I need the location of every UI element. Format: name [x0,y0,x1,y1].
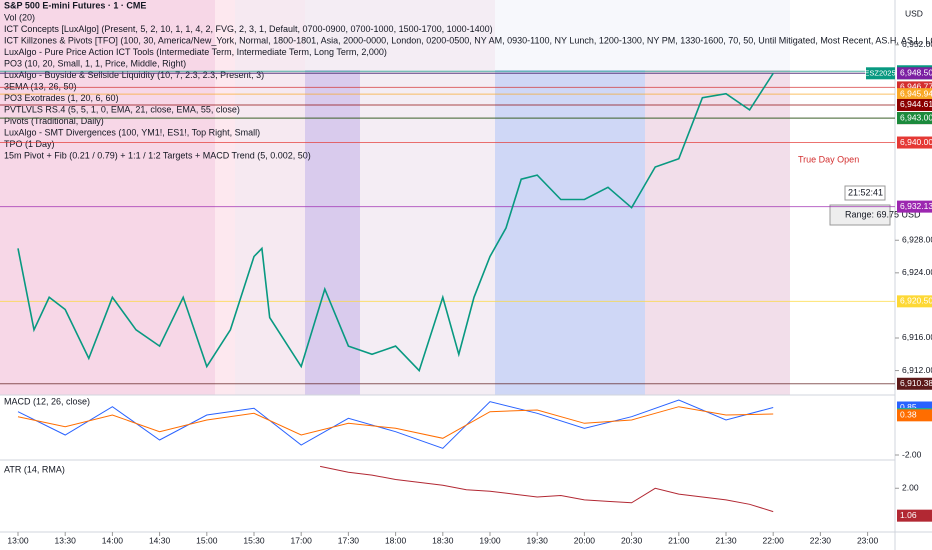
indicator-label: TPO (1 Day) [4,139,55,149]
x-tick-label: 18:00 [385,535,407,545]
y-tick-label: 6,928.00 [902,235,932,245]
indicator-label: Vol (20) [4,12,35,22]
price-tag-label: 1.06 [900,510,917,520]
note: 21:52:41 [848,187,883,197]
y-tick-label: 6,924.00 [902,267,932,277]
indicator-label: Pivots (Traditional, Daily) [4,116,104,126]
x-tick-label: 23:00 [857,535,879,545]
note: Range: 69.75 USD [845,209,921,219]
y-tick-label: -2.00 [902,449,922,459]
indicator-label: 3EMA (13, 26, 50) [4,81,77,91]
price-line [17,399,774,449]
price-tag-label: 6,932.13 [900,201,932,211]
price-tag [897,112,932,125]
y-tick-label: 6,916.00 [902,332,932,342]
x-tick-label: 18:30 [432,535,454,545]
x-tick-label: 13:00 [7,535,29,545]
price-tag-label: 6,940.00 [900,137,932,147]
y-tick-label: 2.00 [902,483,919,493]
series-name: ESZ2025 [864,68,895,77]
x-tick-label: 22:00 [763,535,785,545]
chart-title: S&P 500 E-mini Futures · 1 · CME [4,0,146,10]
price-tag [897,409,932,422]
x-tick-label: 22:30 [810,535,832,545]
price-tag-label: 6,910.38 [900,378,932,388]
price-tag [897,295,932,308]
price-tag-label: 6,943.00 [900,112,932,122]
indicator-label: PO3 Exotrades (1, 20, 6, 60) [4,93,119,103]
indicator-label: LuxAlgo - Buyside & Sellside Liquidity (… [4,70,264,80]
x-tick-label: 17:00 [291,535,313,545]
indicator-label: LuxAlgo - Pure Price Action ICT Tools (I… [4,47,387,57]
x-tick-label: 19:30 [527,535,549,545]
indicator-label: 15m Pivot + Fib (0.21 / 0.79) + 1:1 / 1:… [4,150,311,160]
symbol-badge [866,67,895,80]
price-tag-label: 6,948.50 [900,68,932,78]
x-tick-label: 14:00 [102,535,124,545]
x-tick-label: 17:30 [338,535,360,545]
currency: USD [905,8,923,18]
note: True Day Open [798,154,859,164]
price-tag [897,67,932,80]
price-tag [897,88,932,101]
price-tag-label: 6,920.50 [900,296,932,306]
panel-title: ATR (14, RMA) [4,464,65,474]
price-line [17,406,774,439]
x-tick-label: 19:00 [479,535,501,545]
y-tick-label: 6,912.00 [902,365,932,375]
price-tag-label: 6,944.61 [900,99,932,109]
x-tick-label: 15:00 [196,535,218,545]
x-tick-label: 20:30 [621,535,643,545]
price-tag [897,200,932,213]
panel-title: MACD (12, 26, close) [4,396,90,406]
price-tag-label: 6,945.94 [900,88,932,98]
x-tick-label: 15:30 [243,535,265,545]
indicator-label: LuxAlgo - SMT Divergences (100, YM1!, ES… [4,127,260,137]
y-tick-label: 6,952.00 [902,39,932,49]
price-line [319,465,774,513]
price-tag [897,98,932,111]
x-tick-label: 21:30 [715,535,737,545]
x-tick-label: 21:00 [668,535,690,545]
indicator-label: PVTLVLS RS.4 (5, 5, 1, 0, EMA, 21, close… [4,104,240,114]
price-tag-label: 6,946.77 [900,82,932,92]
price-tag [897,136,932,149]
indicator-label: ICT Killzones & Pivots [TFO] (100, 30, A… [4,35,932,45]
indicator-label: ICT Concepts [LuxAlgo] (Present, 5, 2, 1… [4,24,493,34]
price-tag-label: 0.38 [900,410,917,420]
x-tick-label: 14:30 [149,535,171,545]
price-tag [897,377,932,390]
price-tag-label: 0.85 [900,402,917,412]
x-tick-label: 13:30 [55,535,77,545]
price-tag [897,509,932,522]
price-line [17,72,774,373]
indicator-label: PO3 (10, 20, Small, 1, 1, Price, Middle,… [4,58,186,68]
x-tick-label: 20:00 [574,535,596,545]
